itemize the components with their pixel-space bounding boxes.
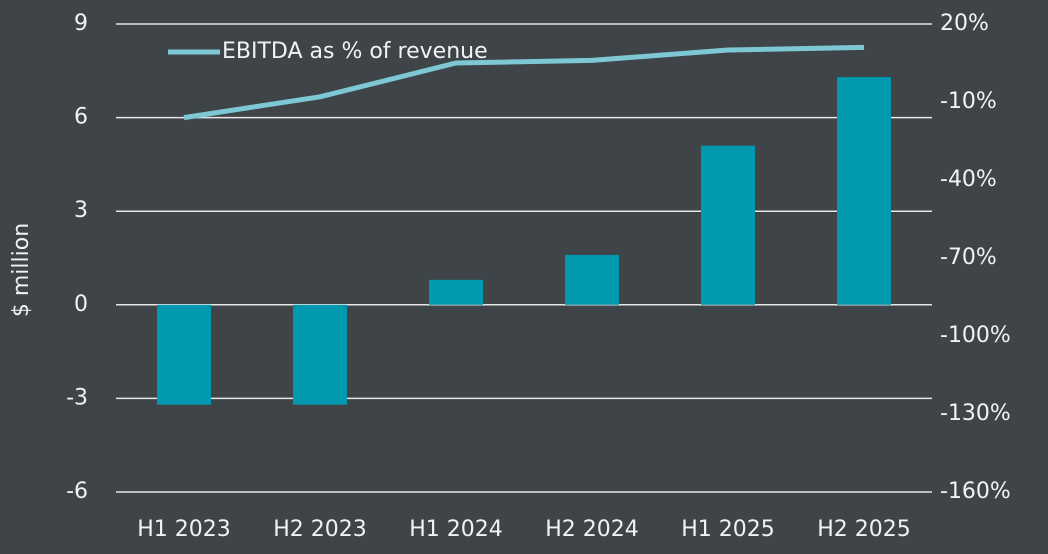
y2-tick-label: 20%: [940, 11, 989, 36]
x-tick-label: H2 2025: [817, 517, 911, 542]
bar: [837, 77, 891, 305]
bar: [565, 254, 619, 305]
x-tick-label: H1 2024: [409, 517, 503, 542]
y-axis-label: $ million: [9, 223, 34, 317]
y-tick-label: 9: [74, 11, 88, 36]
y-tick-label: -6: [66, 479, 88, 504]
y-tick-label: 0: [74, 292, 88, 317]
bar: [429, 279, 483, 305]
x-tick-label: H1 2025: [681, 517, 775, 542]
bar: [701, 145, 755, 305]
legend-label: EBITDA as % of revenue: [222, 39, 488, 64]
x-tick-label: H2 2024: [545, 517, 639, 542]
x-tick-label: H2 2023: [273, 517, 367, 542]
y2-tick-label: -40%: [940, 167, 997, 192]
y2-tick-label: -160%: [940, 479, 1011, 504]
y-tick-label: -3: [66, 385, 88, 410]
line: [183, 44, 865, 121]
x-tick-label: H1 2023: [137, 517, 231, 542]
y2-tick-label: -10%: [940, 89, 997, 114]
y2-tick-label: -70%: [940, 245, 997, 270]
y2-tick-label: -100%: [940, 323, 1011, 348]
bar: [157, 304, 211, 405]
y-tick-label: 3: [74, 198, 88, 223]
bar: [293, 304, 347, 405]
y-tick-label: 6: [74, 105, 88, 130]
y2-tick-label: -130%: [940, 401, 1011, 426]
